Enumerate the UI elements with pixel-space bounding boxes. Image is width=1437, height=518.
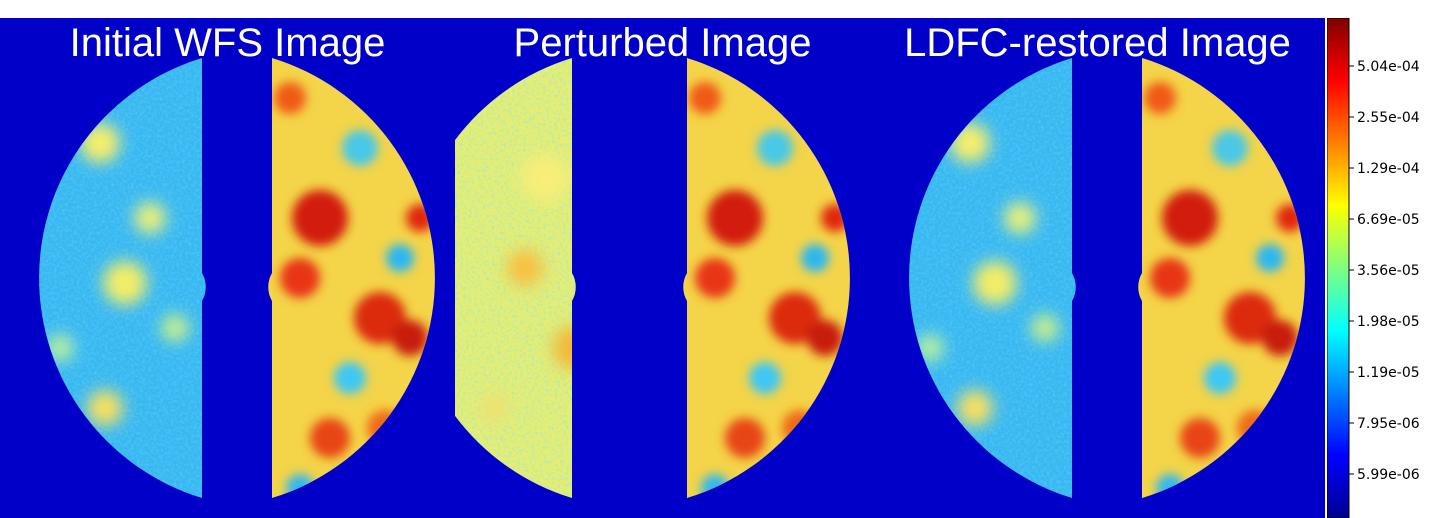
colorbar-ticks: 5.04e-04 2.55e-04 1.29e-04 6.69e-05 3.56e-05… — [1349, 59, 1420, 483]
perturbed-panel: Perturbed Image — [455, 18, 870, 518]
colorbar-tick-label: 5.99e-06 — [1357, 467, 1420, 483]
colorbar: 5.04e-04 2.55e-04 1.29e-04 6.69e-05 3.56e-05… — [1327, 18, 1420, 518]
colorbar-tick-label: 3.56e-05 — [1357, 263, 1420, 279]
colorbar-tick-label: 6.69e-05 — [1357, 212, 1420, 228]
perturbed-image — [455, 18, 870, 518]
left-pupil-half — [455, 58, 576, 498]
colorbar-gradient — [1327, 18, 1350, 518]
colorbar-tick-label: 1.98e-05 — [1357, 314, 1420, 330]
ldfc-restored-image — [870, 18, 1325, 518]
colorbar-tick-label: 2.55e-04 — [1357, 110, 1420, 126]
initial-wfs-panel: Initial WFS Image — [0, 18, 455, 518]
initial-wfs-image — [0, 18, 455, 518]
colorbar-tick-label: 1.19e-05 — [1357, 365, 1420, 381]
colorbar-tick-label: 5.04e-04 — [1357, 59, 1420, 75]
colorbar-tick-label: 7.95e-06 — [1357, 416, 1420, 432]
colorbar-tick-label: 1.29e-04 — [1357, 161, 1420, 177]
ldfc-restored-panel: LDFC-restored Image — [870, 18, 1325, 518]
